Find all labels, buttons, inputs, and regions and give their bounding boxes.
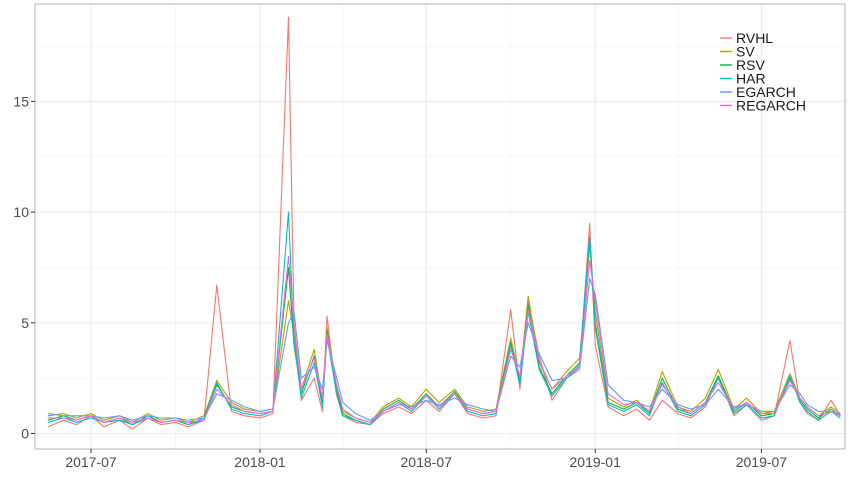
legend-label: RVHL bbox=[736, 30, 773, 46]
x-tick-label: 2017-07 bbox=[65, 454, 117, 470]
y-tick-label: 5 bbox=[21, 315, 29, 331]
plot-background bbox=[35, 4, 845, 449]
y-axis: 0 5 10 15 bbox=[13, 93, 35, 442]
y-tick-label: 10 bbox=[13, 204, 29, 220]
x-axis: 2017-07 2018-01 2018-07 2019-01 2019-07 bbox=[65, 449, 787, 470]
legend-item-egarch: EGARCH bbox=[720, 84, 796, 100]
major-gridlines bbox=[35, 4, 845, 449]
legend-item-sv: SV bbox=[720, 44, 755, 60]
legend-item-rsv: RSV bbox=[720, 57, 765, 73]
legend-label: EGARCH bbox=[736, 84, 796, 100]
legend-label: REGARCH bbox=[736, 98, 806, 114]
legend-label: RSV bbox=[736, 57, 765, 73]
legend-label: SV bbox=[736, 44, 755, 60]
series-line-egarch bbox=[47, 277, 841, 421]
legend-item-rvhl: RVHL bbox=[720, 30, 773, 46]
x-tick-label: 2019-01 bbox=[570, 454, 622, 470]
legend-item-har: HAR bbox=[720, 71, 766, 87]
y-tick-label: 15 bbox=[13, 93, 29, 109]
x-tick-label: 2018-07 bbox=[401, 454, 453, 470]
x-tick-label: 2019-07 bbox=[736, 454, 788, 470]
legend-label: HAR bbox=[736, 71, 766, 87]
series-line-regarch bbox=[47, 255, 841, 423]
x-tick-label: 2018-01 bbox=[234, 454, 286, 470]
plot-border bbox=[34, 3, 846, 450]
legend-item-regarch: REGARCH bbox=[720, 98, 806, 114]
series-lines bbox=[47, 16, 841, 430]
y-tick-label: 0 bbox=[21, 426, 29, 442]
